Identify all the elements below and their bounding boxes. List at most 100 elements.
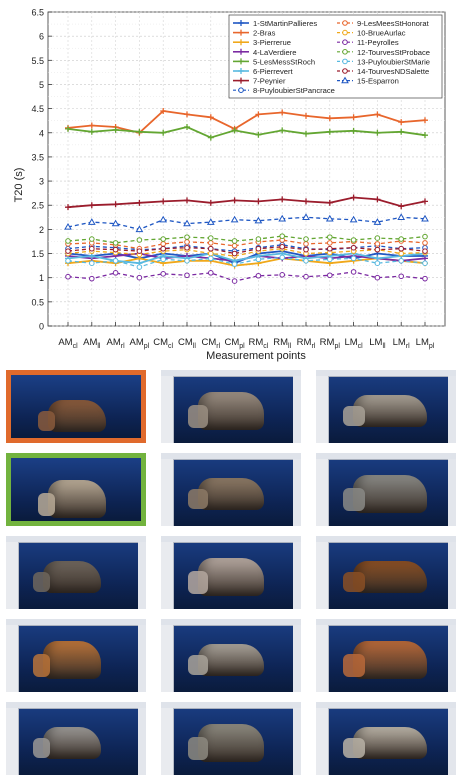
data-point <box>230 215 239 223</box>
series-14 <box>65 243 428 257</box>
data-point <box>231 250 238 257</box>
data-point <box>160 108 167 115</box>
data-point <box>255 256 262 263</box>
data-point <box>238 39 244 46</box>
building-model <box>353 474 427 513</box>
model-screenshot <box>6 702 146 775</box>
building-model <box>343 405 366 426</box>
data-point <box>342 29 348 36</box>
legend-entry: 8-PuyloubierStPancrace <box>233 86 335 95</box>
data-point <box>112 201 119 208</box>
data-point <box>184 257 190 264</box>
data-point <box>374 196 381 203</box>
data-point <box>238 77 244 84</box>
legend-label: 13-PuyloubierStMarie <box>357 57 430 66</box>
data-point <box>398 250 405 257</box>
data-point <box>279 243 286 250</box>
series-line <box>67 246 426 255</box>
data-point <box>160 256 166 263</box>
data-point <box>373 218 382 225</box>
model-screenshot <box>316 453 456 526</box>
data-point <box>421 214 429 222</box>
data-point <box>303 273 309 280</box>
legend-entry: 15-Esparron <box>337 76 399 86</box>
data-point <box>342 39 348 46</box>
x-tick-label: AMll <box>83 337 101 350</box>
data-point <box>65 204 71 211</box>
building-model <box>198 391 264 430</box>
data-point <box>207 134 214 141</box>
legend-entry: 14-TourvesNDSalette <box>337 67 429 76</box>
building-model <box>43 560 101 593</box>
series-15 <box>64 213 429 233</box>
data-point <box>238 68 244 74</box>
x-tick-label: RMpl <box>320 337 341 350</box>
data-point <box>374 129 381 136</box>
data-point <box>279 196 286 203</box>
data-point <box>422 275 428 282</box>
building-model <box>43 726 101 759</box>
data-point <box>183 219 191 227</box>
data-point <box>422 132 428 139</box>
data-point <box>398 257 405 264</box>
building-model <box>198 557 264 596</box>
model-screenshot <box>316 619 456 692</box>
building-model <box>343 737 366 758</box>
data-point <box>89 275 95 282</box>
series-line <box>67 248 426 257</box>
data-point <box>325 214 334 222</box>
x-axis-label: Measurement points <box>206 350 306 362</box>
data-point <box>65 238 71 244</box>
data-point <box>422 198 428 205</box>
legend-label: 5-LesMessStRoch <box>253 57 315 66</box>
screenshot-gallery <box>0 366 460 780</box>
chart-legend: 1-StMartinPallieres2-Bras3-Pierrerue4-La… <box>228 14 443 99</box>
data-point <box>231 243 238 249</box>
model-screenshot <box>316 370 456 443</box>
building-model <box>38 492 56 517</box>
data-point <box>208 250 214 257</box>
series-line <box>67 252 426 265</box>
data-point <box>255 272 262 279</box>
data-point <box>136 248 143 254</box>
y-tick-label: 6.5 <box>31 8 44 18</box>
data-point <box>136 274 143 281</box>
legend-entry: 9-LesMeesStHonorat <box>337 19 430 28</box>
series-line <box>67 244 426 252</box>
data-point <box>159 215 168 223</box>
data-point <box>88 252 95 259</box>
data-point <box>278 214 287 222</box>
data-point <box>238 58 244 65</box>
building-model <box>33 653 51 678</box>
data-point <box>208 270 214 276</box>
data-point <box>231 238 238 244</box>
series-line <box>67 110 426 134</box>
data-point <box>255 245 262 252</box>
y-tick-label: 3 <box>39 177 44 187</box>
building-model <box>198 643 264 676</box>
legend-entry: 1-StMartinPallieres <box>233 19 317 28</box>
building-model <box>188 570 208 595</box>
data-point <box>327 234 333 240</box>
data-point <box>374 111 381 118</box>
x-tick-label: CMcl <box>153 337 173 350</box>
x-tick-label: RMll <box>273 337 291 350</box>
building-model <box>188 404 208 429</box>
model-screenshot <box>161 536 301 609</box>
building-model <box>353 726 427 759</box>
data-point <box>398 273 405 280</box>
building-model <box>43 640 101 679</box>
series-12 <box>65 233 428 246</box>
building-model <box>198 723 264 762</box>
series-11 <box>65 269 428 284</box>
x-tick-label: AMpl <box>130 337 150 350</box>
data-point <box>65 257 71 264</box>
data-point <box>231 197 238 204</box>
x-tick-label: RMrl <box>297 337 316 350</box>
data-point <box>112 270 119 276</box>
x-tick-label: CMrl <box>201 337 220 350</box>
data-point <box>255 236 262 242</box>
data-point <box>341 76 349 84</box>
series-line <box>67 271 426 282</box>
data-point <box>65 273 71 280</box>
